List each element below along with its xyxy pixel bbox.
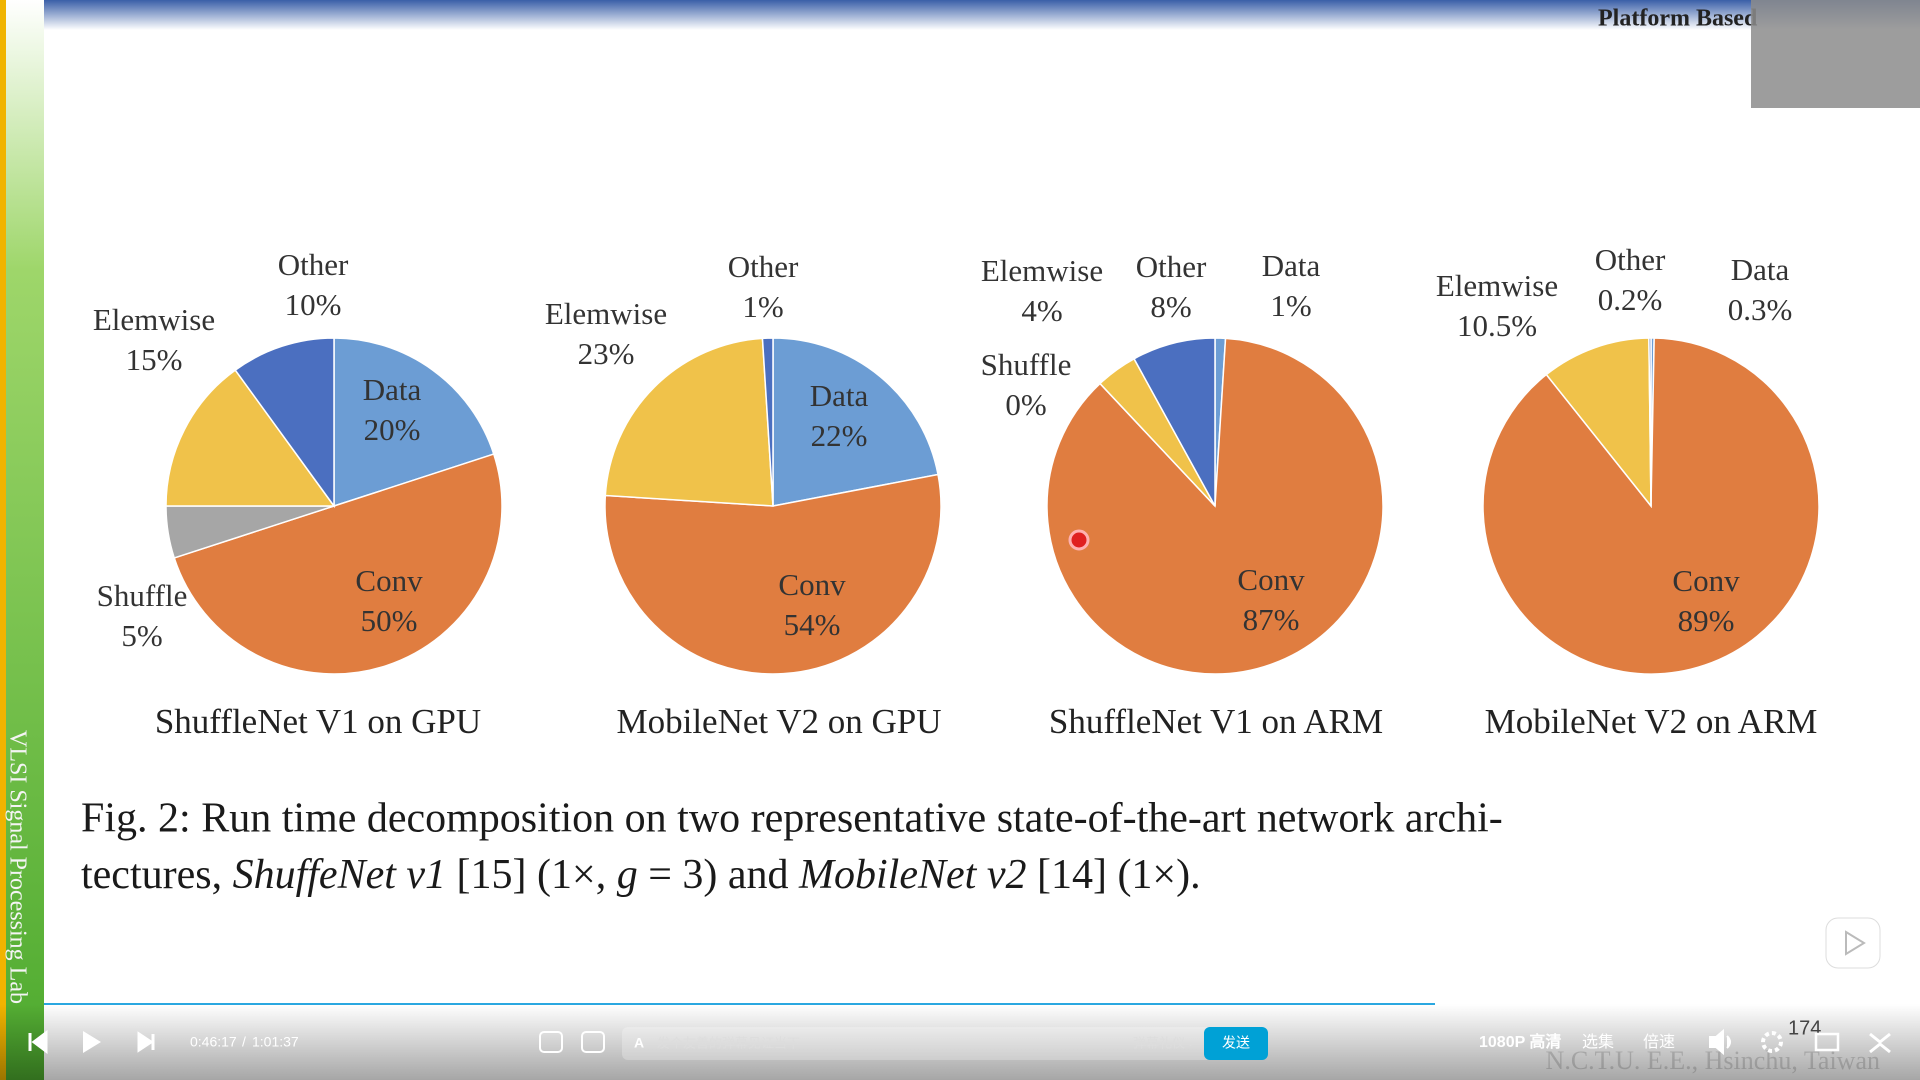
danmaku-etiquette[interactable]: 弹幕礼仪 › bbox=[1133, 1035, 1193, 1050]
slice-label-value: 15% bbox=[126, 342, 183, 377]
replay-box[interactable] bbox=[1825, 917, 1881, 969]
slice-label-value: 89% bbox=[1678, 603, 1735, 638]
slice-label-name: Conv bbox=[778, 567, 846, 602]
slice-label-value: 50% bbox=[361, 603, 418, 638]
volume-button[interactable] bbox=[1709, 1028, 1731, 1056]
slice-label-value: 1% bbox=[1270, 288, 1311, 323]
pie-slice bbox=[604, 473, 942, 675]
slice-label-value: 23% bbox=[578, 336, 635, 371]
pie-slice bbox=[333, 337, 495, 508]
slice-label-name: Data bbox=[1262, 248, 1321, 283]
slice-label-value: 0.2% bbox=[1598, 282, 1663, 317]
chart-title: MobileNet V2 on GPU bbox=[616, 702, 941, 741]
controls bbox=[28, 1030, 155, 1054]
pie-slice bbox=[1545, 337, 1652, 509]
caption-segment: g bbox=[617, 852, 638, 898]
caption-segment: tectures, bbox=[81, 852, 233, 898]
pie-slice bbox=[604, 337, 774, 507]
time-total: 1:01:37 bbox=[252, 1034, 299, 1050]
time-separator: / bbox=[242, 1034, 246, 1050]
slice-label-value: 4% bbox=[1021, 293, 1062, 328]
slice-label-name: Elemwise bbox=[93, 302, 215, 337]
pie-slice bbox=[165, 369, 336, 507]
speed-button[interactable]: 倍速 bbox=[1643, 1033, 1675, 1051]
slice-label-value: 20% bbox=[364, 412, 421, 447]
play-button[interactable] bbox=[83, 1031, 101, 1053]
slice-label-value: 1% bbox=[742, 289, 783, 324]
next-button[interactable] bbox=[137, 1031, 155, 1053]
danmaku-a-icon: A bbox=[634, 1035, 644, 1051]
pie-slice bbox=[234, 337, 335, 509]
prev-button[interactable] bbox=[28, 1030, 48, 1054]
episodes-button[interactable]: 选集 bbox=[1582, 1033, 1614, 1051]
pie-slice bbox=[772, 337, 939, 507]
chart-title: MobileNet V2 on ARM bbox=[1485, 702, 1818, 741]
danmaku-input[interactable] bbox=[622, 1027, 1262, 1060]
side-stripe bbox=[6, 0, 44, 1080]
send-button[interactable] bbox=[1204, 1027, 1268, 1060]
pie-slice bbox=[1482, 337, 1820, 675]
slice-label-name: Other bbox=[728, 249, 799, 284]
slice-label-name: Elemwise bbox=[981, 253, 1103, 288]
replay-button[interactable] bbox=[1825, 917, 1881, 969]
pie-slice bbox=[1648, 337, 1652, 507]
slice-label-value: 22% bbox=[811, 418, 868, 453]
slice-label-name: Other bbox=[1595, 242, 1666, 277]
chart-title: ShuffleNet V1 on GPU bbox=[155, 702, 481, 741]
side-text: VLSI Signal Processing Lab bbox=[4, 730, 30, 1004]
caption-segment: ShuffeNet v1 bbox=[233, 852, 446, 898]
slice-label-value: 5% bbox=[121, 618, 162, 653]
caption-line-2: tectures, ShuffeNet v1 [15] (1×, g = 3) … bbox=[81, 852, 1201, 898]
slice-label-name: Other bbox=[278, 247, 349, 282]
slice-label-value: 0% bbox=[1005, 387, 1046, 422]
chart-title: ShuffleNet V1 on ARM bbox=[1049, 702, 1383, 741]
slice-label-name: Conv bbox=[355, 563, 423, 598]
pie-slice bbox=[1133, 337, 1216, 507]
slice-label-name: Shuffle bbox=[981, 347, 1072, 382]
slice-label-name: Conv bbox=[1237, 562, 1305, 597]
caption-segment: [15] (1×, bbox=[446, 852, 617, 898]
slice-label-value: 10% bbox=[285, 287, 342, 322]
slice-label-name: Data bbox=[1731, 252, 1790, 287]
time-current: 0:46:17 bbox=[190, 1034, 237, 1050]
fullscreen-button[interactable] bbox=[1869, 1032, 1891, 1054]
slice-label-name: Shuffle bbox=[97, 578, 188, 613]
caption-segment: MobileNet v2 bbox=[798, 852, 1026, 898]
send-label: 发送 bbox=[1222, 1035, 1250, 1051]
slice-label-name: Conv bbox=[1672, 563, 1740, 598]
slice-label-name: Other bbox=[1136, 249, 1207, 284]
pie-slice bbox=[173, 453, 503, 675]
replay-icon bbox=[1845, 930, 1866, 956]
caption-line-1: Fig. 2: Run time decomposition on two re… bbox=[81, 796, 1503, 842]
page-badge: 174 bbox=[1788, 1017, 1821, 1039]
slide-top-band bbox=[0, 0, 1920, 30]
slice-label-value: 10.5% bbox=[1457, 308, 1537, 343]
control-bar bbox=[0, 1004, 1920, 1080]
settings-button[interactable] bbox=[1761, 1031, 1783, 1053]
laser-pointer bbox=[1068, 529, 1090, 551]
caption-segment: [14] (1×). bbox=[1026, 852, 1200, 898]
charts: Data 20% Conv 50% Shuffle 5% Elemwise 15% Other 1… bbox=[93, 242, 1820, 741]
blurred-overlay bbox=[1751, 0, 1920, 108]
caption-segment: = 3) and bbox=[638, 852, 799, 898]
slice-label-value: 8% bbox=[1150, 289, 1191, 324]
danmaku-toggle[interactable] bbox=[539, 1031, 563, 1053]
slice-label-name: Elemwise bbox=[1436, 268, 1558, 303]
slice-label-name: Elemwise bbox=[545, 296, 667, 331]
quality-button[interactable]: 1080P 高清 bbox=[1479, 1032, 1561, 1051]
slice-label-name: Data bbox=[363, 372, 422, 407]
danmaku-placeholder: 发个友善的弹幕见证当下 bbox=[657, 1035, 800, 1050]
slice-label-value: 0.3% bbox=[1728, 292, 1793, 327]
pip-button[interactable] bbox=[1814, 1032, 1840, 1052]
left-border bbox=[0, 0, 6, 1080]
slice-label-value: 87% bbox=[1243, 602, 1300, 637]
header-text: Platform Based bbox=[1598, 6, 1758, 32]
pie-slice bbox=[761, 337, 774, 507]
slice-label-name: Data bbox=[810, 378, 869, 413]
progress-played bbox=[44, 1003, 1435, 1005]
danmaku-settings[interactable] bbox=[581, 1031, 605, 1053]
slice-label-value: 54% bbox=[784, 607, 841, 642]
